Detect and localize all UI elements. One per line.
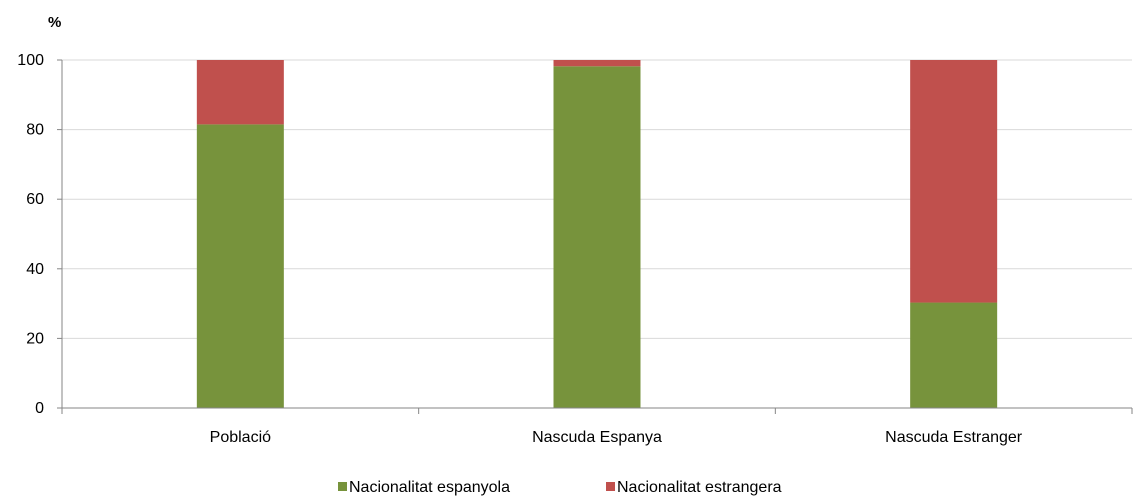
legend-label: Nacionalitat estrangera (617, 479, 782, 496)
bar-segment-nacionalitat-espanyola (553, 66, 641, 408)
bar-segment-nacionalitat-estrangera (553, 60, 641, 67)
legend-swatch (606, 482, 615, 491)
bars (196, 60, 998, 408)
x-tick-label: Nascuda Espanya (532, 429, 662, 446)
y-tick-label: 20 (26, 330, 44, 347)
bar-segment-nacionalitat-espanyola (196, 124, 284, 408)
y-tick-label: 40 (26, 261, 44, 278)
y-tick-label: 100 (17, 52, 44, 69)
bar-segment-nacionalitat-espanyola (910, 302, 998, 408)
bar-segment-nacionalitat-estrangera (196, 60, 284, 125)
axes: 0 20 40 60 80 100 Població Nascuda Espanya Nascu… (17, 52, 1133, 446)
y-tick-label: 80 (26, 122, 44, 139)
legend-label: Nacionalitat espanyola (349, 479, 510, 496)
x-tick-label: Nascuda Estranger (885, 429, 1023, 446)
y-tick-label: 0 (35, 400, 44, 417)
x-tick-label: Població (210, 429, 271, 446)
y-tick-label: 60 (26, 191, 44, 208)
legend-swatch (338, 482, 347, 491)
legend: Nacionalitat espanyola Nacionalitat estra… (338, 479, 782, 496)
y-unit-label: % (48, 14, 61, 31)
bar-segment-nacionalitat-estrangera (910, 60, 998, 303)
